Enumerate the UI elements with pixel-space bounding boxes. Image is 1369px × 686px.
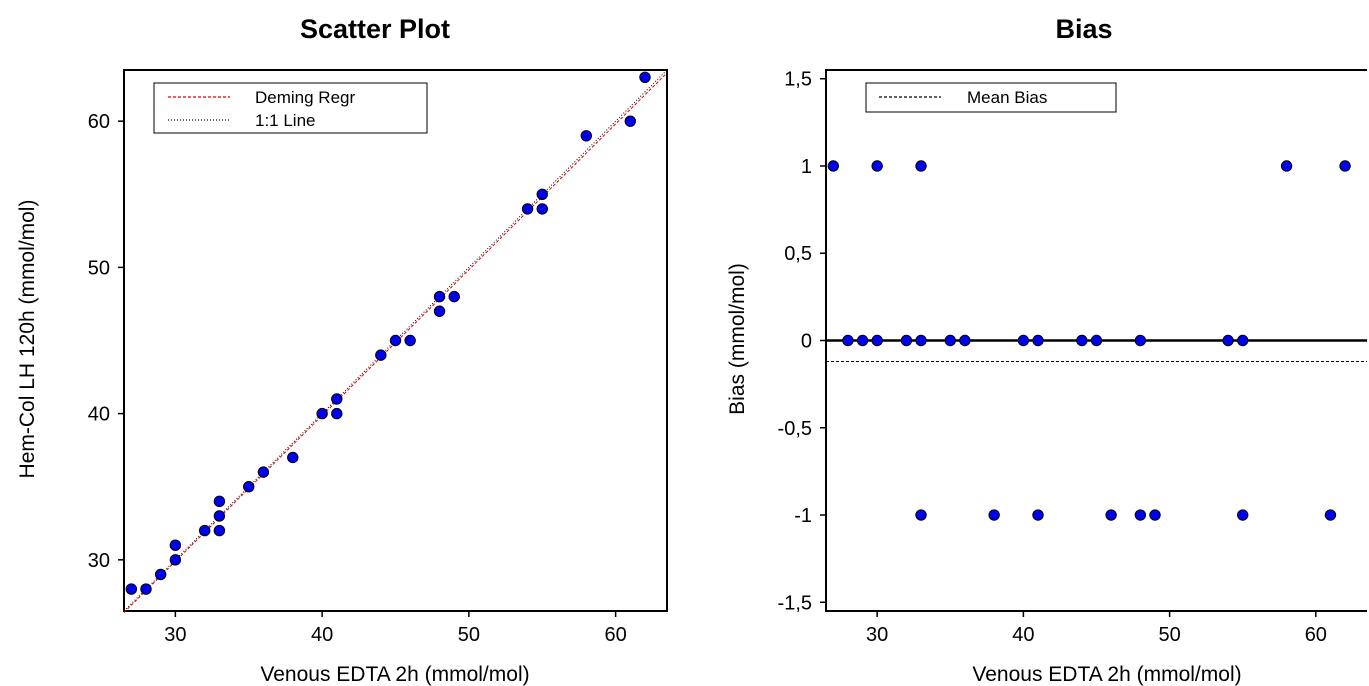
y-tick-label: -0,5 [778, 418, 812, 440]
data-point [827, 160, 840, 172]
data-point [944, 334, 956, 347]
x-tick-label: 30 [866, 624, 888, 646]
data-point [433, 305, 446, 317]
bias-plot-y-axis-label: Bias (mmol/mol) [726, 263, 749, 415]
x-tick-label: 30 [164, 624, 186, 646]
data-point [1149, 509, 1161, 521]
data-point [856, 334, 869, 347]
data-point [389, 334, 402, 347]
y-tick-label: -1 [794, 505, 812, 527]
data-point [1134, 509, 1147, 521]
data-point [448, 290, 460, 303]
data-point [331, 407, 343, 420]
data-point [257, 466, 270, 478]
bias-plot-panel: Bias 30 40 50 60 1,5 1 0,5 0 -0,5 -1 -1,5 Venous … [726, 14, 1367, 686]
scatter-plot-legend: Deming Regr 1:1 Line [153, 82, 428, 134]
bias-plot-legend: Mean Bias [865, 82, 1117, 113]
bias-plot-points [827, 160, 1351, 521]
data-point [125, 583, 138, 595]
data-point [154, 568, 167, 581]
data-point [580, 130, 592, 142]
y-tick-label: 0 [801, 331, 812, 353]
data-point [287, 451, 299, 464]
x-tick-label: 50 [1158, 624, 1180, 646]
data-point [433, 290, 446, 303]
y-tick-label: 60 [88, 111, 110, 133]
x-tick-label: 60 [1305, 624, 1327, 646]
data-point [213, 524, 226, 537]
data-point [536, 188, 548, 200]
y-tick-label: 0,5 [784, 243, 812, 265]
data-point [871, 160, 883, 172]
data-point [1090, 334, 1103, 347]
bias-plot-x-axis: 30 40 50 60 [866, 611, 1327, 646]
bias-plot-legend-box [865, 82, 1117, 113]
scatter-plot-y-axis-label: Hem-Col LH 120h (mmol/mol) [16, 200, 39, 479]
x-tick-label: 50 [458, 624, 480, 646]
legend-label-mean-bias: Mean Bias [967, 88, 1047, 107]
data-point [1017, 334, 1030, 347]
y-tick-label: 40 [88, 404, 110, 426]
data-point [988, 509, 1000, 521]
data-point [331, 393, 343, 405]
y-tick-label: 30 [88, 550, 110, 572]
data-point [1105, 509, 1117, 521]
bias-plot-title: Bias [1055, 14, 1112, 44]
legend-label-deming-regr: Deming Regr [255, 88, 355, 107]
data-point [842, 334, 854, 347]
data-point [169, 554, 182, 566]
data-point [1032, 509, 1044, 521]
y-tick-label: 1 [801, 156, 812, 178]
y-tick-label: 50 [88, 257, 110, 279]
data-point [404, 334, 416, 347]
data-point [1237, 509, 1249, 521]
data-point [243, 481, 255, 493]
bias-plot-x-axis-label: Venous EDTA 2h (mmol/mol) [972, 663, 1241, 686]
data-point [140, 583, 152, 595]
data-point [639, 71, 651, 84]
scatter-plot-points [125, 71, 651, 595]
data-point [1032, 334, 1044, 347]
data-point [521, 203, 534, 215]
data-point [1134, 334, 1147, 347]
scatter-plot-panel: Scatter Plot 30 40 50 60 30 40 50 60 Venous ED… [16, 14, 668, 686]
y-tick-label: 1,5 [784, 69, 812, 91]
legend-label-identity-line: 1:1 Line [255, 111, 316, 130]
data-point [169, 539, 182, 551]
data-point [1222, 334, 1234, 347]
scatter-plot-legend-box [153, 82, 428, 134]
data-point [1324, 509, 1337, 521]
data-point [1280, 160, 1293, 172]
x-tick-label: 40 [311, 624, 333, 646]
data-point [915, 160, 927, 172]
x-tick-label: 60 [605, 624, 627, 646]
data-point [900, 334, 913, 347]
data-point [959, 334, 971, 347]
data-point [871, 334, 883, 347]
scatter-plot-y-axis: 30 40 50 60 [88, 111, 124, 572]
y-tick-label: -1,5 [778, 592, 812, 614]
data-point [624, 115, 637, 127]
scatter-plot-frame [123, 69, 668, 612]
x-tick-label: 40 [1012, 624, 1034, 646]
scatter-plot-x-axis: 30 40 50 60 [164, 611, 627, 646]
data-point [1339, 160, 1351, 172]
data-point [213, 495, 226, 508]
scatter-plot-title: Scatter Plot [300, 14, 450, 44]
data-point [213, 510, 226, 522]
data-point [316, 407, 328, 420]
data-point [1076, 334, 1088, 347]
data-point [375, 349, 387, 361]
data-point [915, 509, 927, 521]
data-point [199, 524, 211, 537]
scatter-plot-x-axis-label: Venous EDTA 2h (mmol/mol) [260, 663, 529, 686]
data-point [536, 203, 548, 215]
bias-plot-y-axis: 1,5 1 0,5 0 -0,5 -1 -1,5 [778, 69, 826, 614]
data-point [1237, 334, 1249, 347]
data-point [915, 334, 927, 347]
